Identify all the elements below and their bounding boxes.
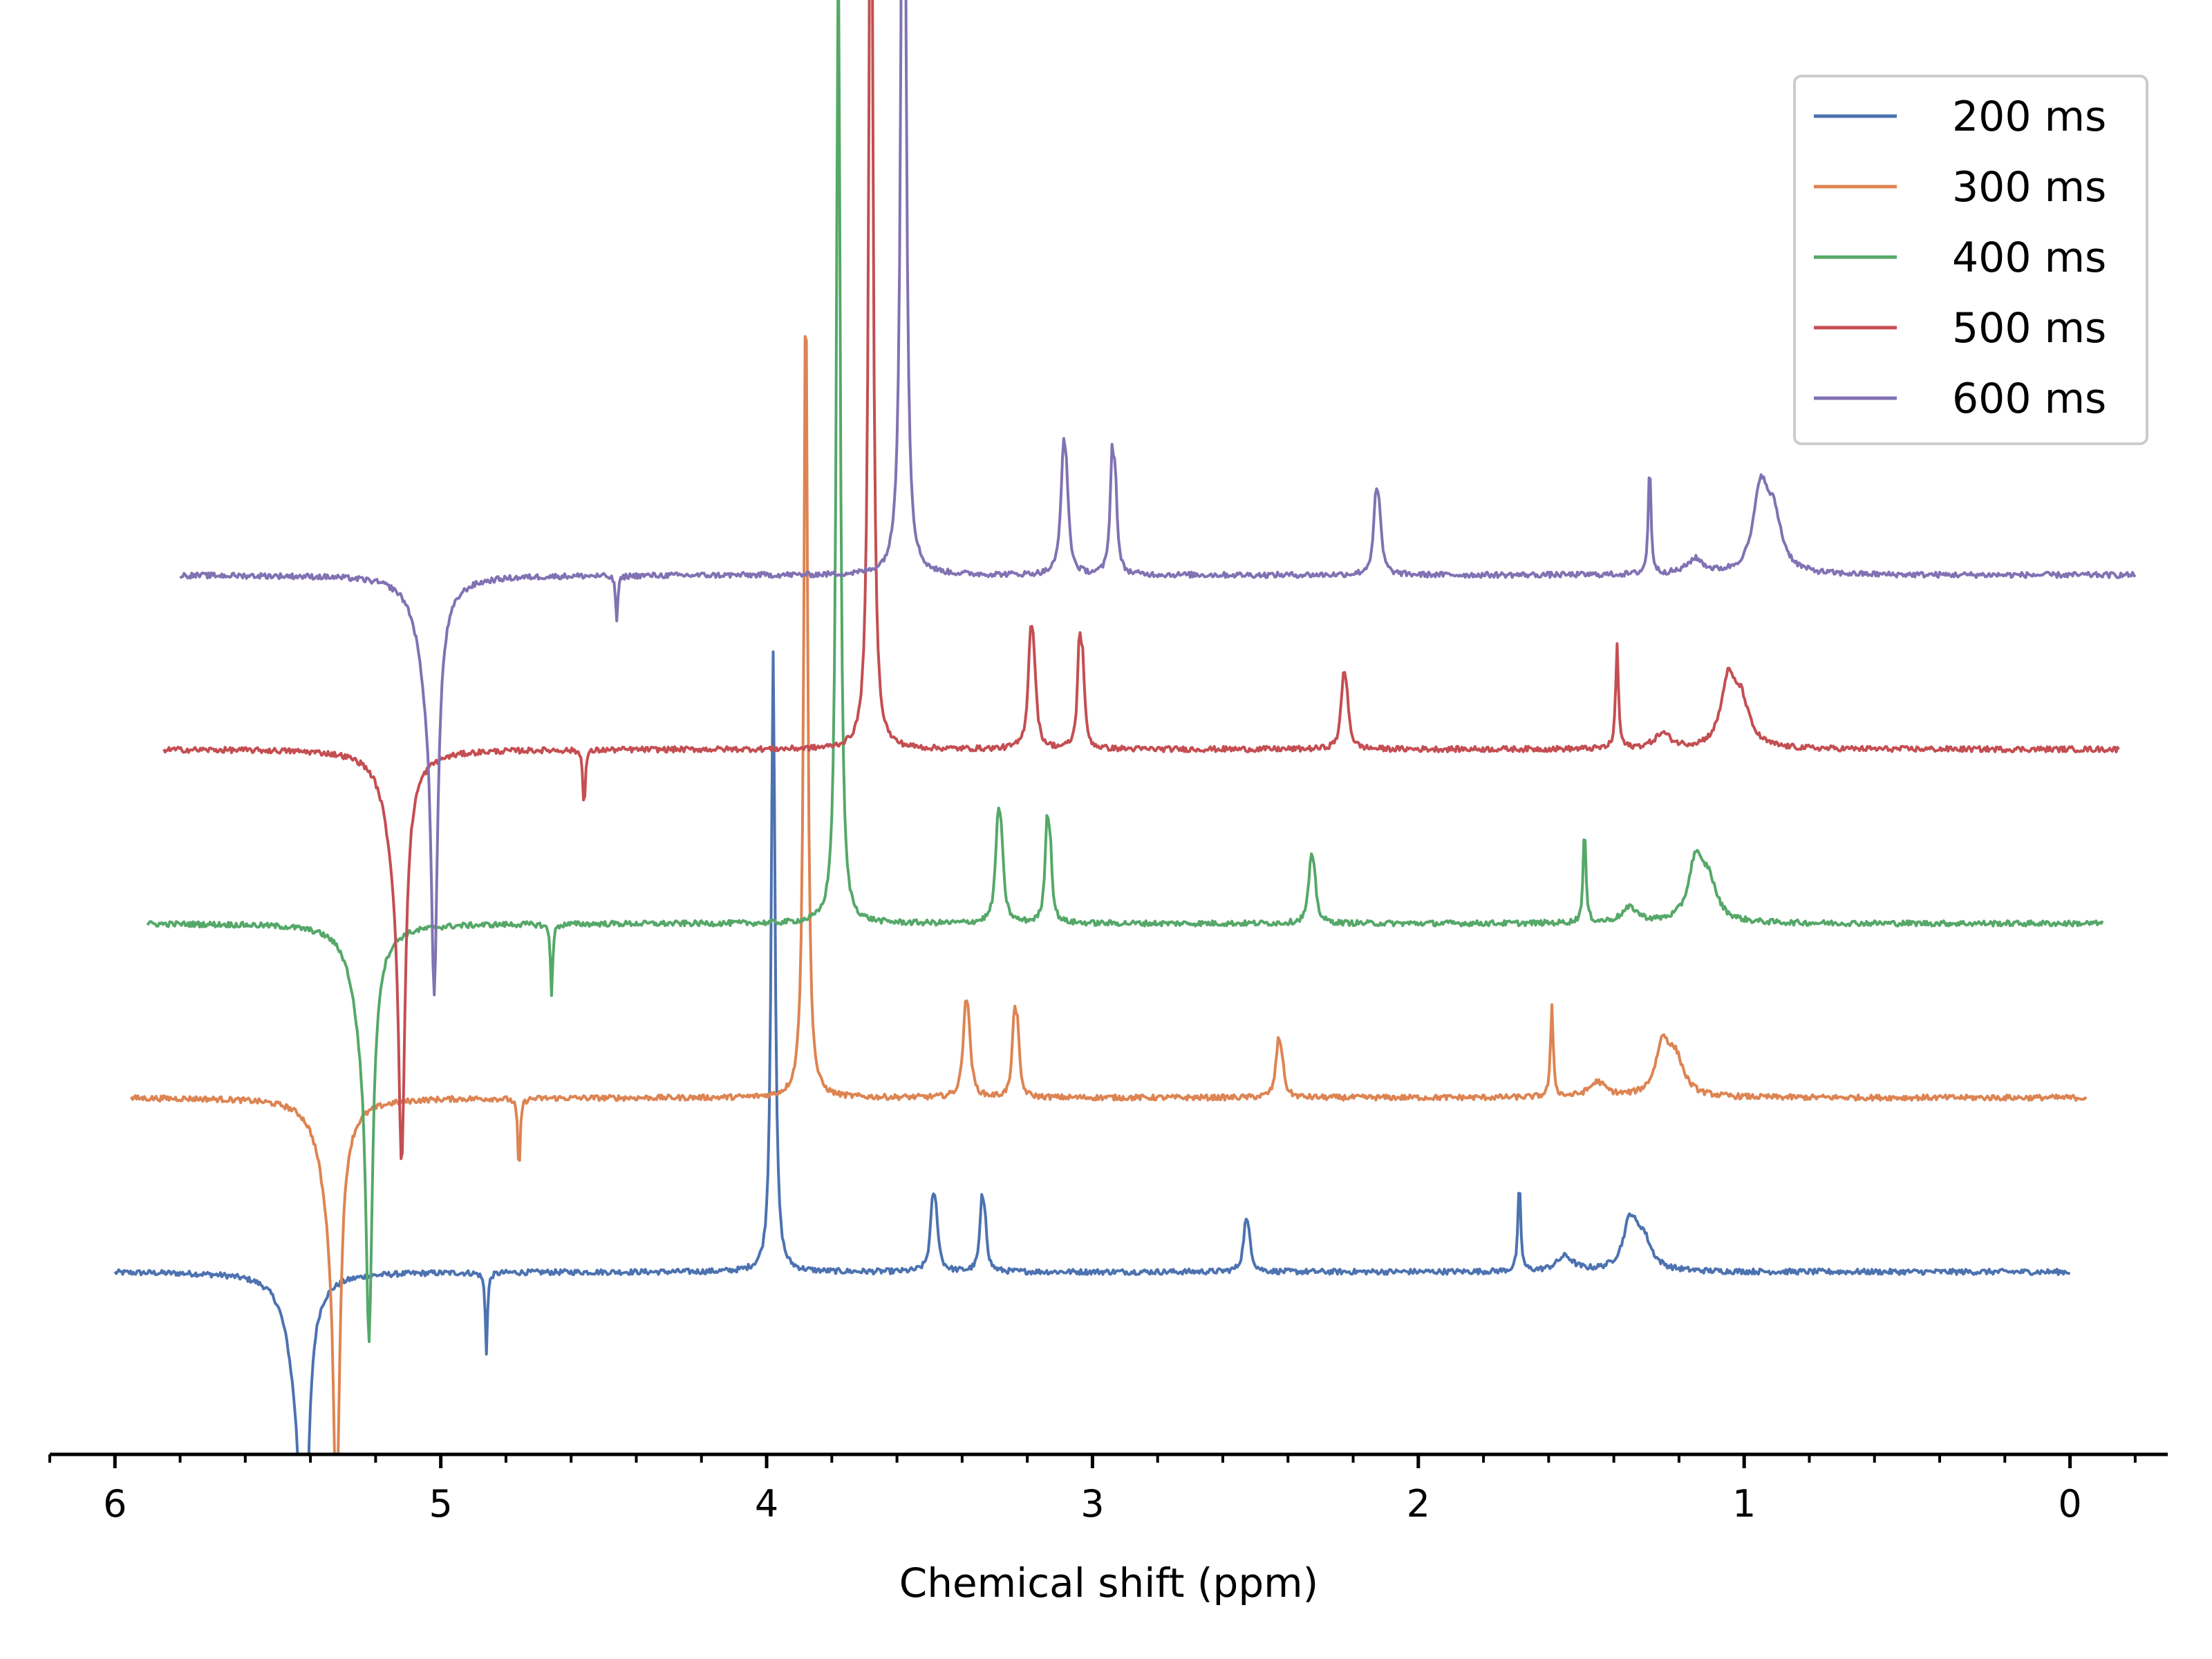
legend: 200 ms 300 ms 400 ms 500 ms 600 ms <box>1793 75 2148 445</box>
spectrum-line-400-ms <box>146 0 2104 1343</box>
x-tick-label: 5 <box>429 1482 452 1526</box>
x-tick-label: 3 <box>1080 1482 1104 1526</box>
x-axis: 6 5 4 3 2 1 0 <box>48 1452 2168 1526</box>
x-tick-label: 1 <box>1732 1482 1756 1526</box>
legend-label: 500 ms <box>1952 304 2106 353</box>
x-tick-label: 6 <box>103 1482 126 1526</box>
spectrum-line-300-ms <box>130 335 2088 1454</box>
legend-frame <box>1793 75 2148 445</box>
x-axis-title: Chemical shift (ppm) <box>899 1559 1319 1606</box>
legend-label: 200 ms <box>1952 93 2106 141</box>
x-tick-label: 2 <box>1407 1482 1430 1526</box>
spectrum-line-500-ms <box>162 0 2120 1161</box>
spectrum-line-600-ms <box>179 0 2137 997</box>
spectrum-line-200-ms <box>113 650 2071 1454</box>
x-tick-label: 0 <box>2058 1482 2081 1526</box>
legend-label: 600 ms <box>1952 375 2106 423</box>
legend-label: 400 ms <box>1952 234 2106 282</box>
legend-label: 300 ms <box>1952 163 2106 212</box>
x-tick-label: 4 <box>755 1482 778 1526</box>
spectra-layer <box>113 0 2137 1454</box>
